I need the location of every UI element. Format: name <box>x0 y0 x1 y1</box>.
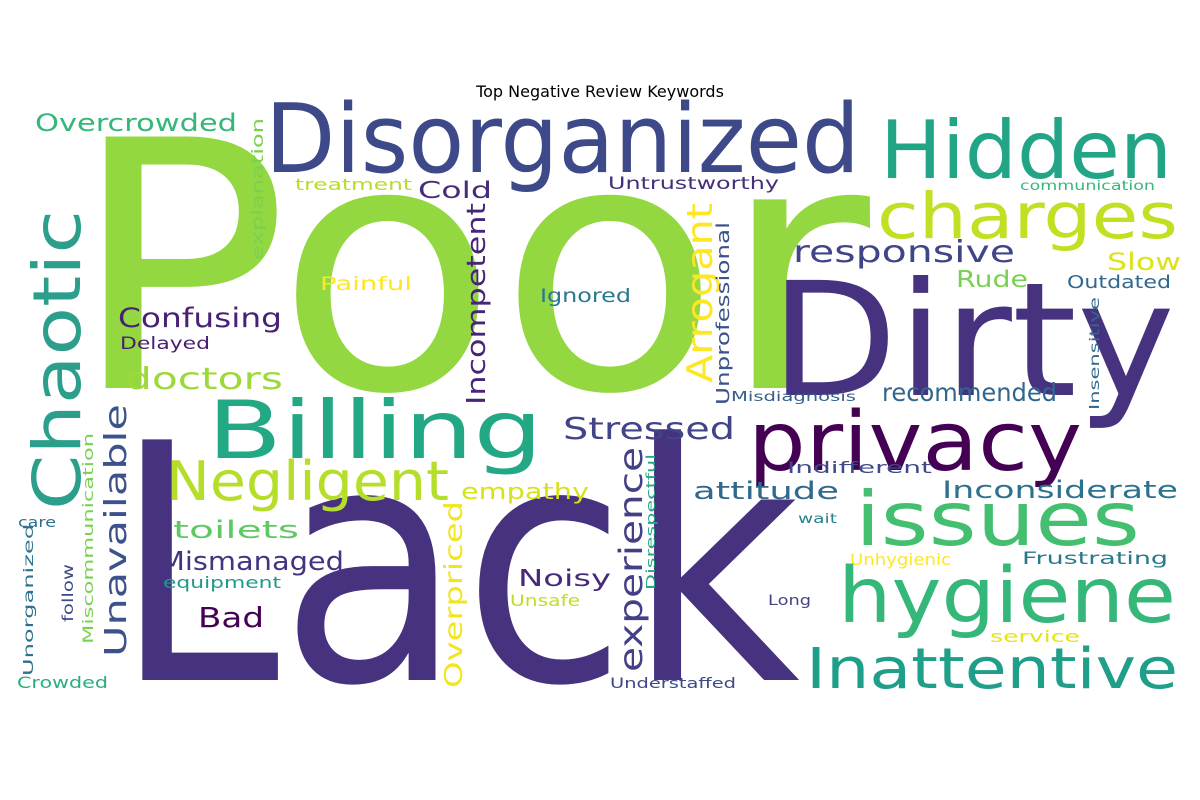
word-incompetent: Incompetent <box>462 203 492 405</box>
word-dirty: Dirty <box>770 249 1175 433</box>
word-indifferent: Indifferent <box>787 458 932 477</box>
word-attitude: attitude <box>693 477 839 505</box>
word-equipment: equipment <box>163 573 281 592</box>
word-painful: Painful <box>320 273 412 295</box>
word-experience: experience <box>612 447 650 672</box>
word-outdated: Outdated <box>1067 272 1171 293</box>
word-billing: Billing <box>207 384 543 477</box>
word-inattentive: Inattentive <box>806 637 1178 702</box>
word-unavailable: Unavailable <box>99 404 134 657</box>
word-noisy: Noisy <box>518 566 611 592</box>
word-stressed: Stressed <box>563 412 735 447</box>
word-unhygienic: Unhygienic <box>850 550 951 569</box>
word-cold: Cold <box>418 178 492 204</box>
word-poor: Poor <box>70 69 874 470</box>
word-mismanaged: Mismanaged <box>160 547 344 577</box>
word-service: service <box>990 627 1080 646</box>
word-overpriced: Overpriced <box>439 501 468 688</box>
word-ignored: Ignored <box>540 285 631 307</box>
word-inconsiderate: Inconsiderate <box>942 476 1178 504</box>
word-slow: Slow <box>1107 248 1181 276</box>
word-hidden: Hidden <box>880 104 1172 197</box>
word-lack: Lack <box>113 374 800 758</box>
chart-title: Top Negative Review Keywords <box>476 82 724 101</box>
word-toilets: toilets <box>173 516 299 544</box>
word-rude: Rude <box>956 267 1028 293</box>
word-chaotic: Chaotic <box>19 210 96 510</box>
word-confusing: Confusing <box>118 303 282 334</box>
word-misdiagnosis: Misdiagnosis <box>731 390 856 405</box>
word-hygiene: hygiene <box>838 552 1176 641</box>
word-understaffed: Understaffed <box>610 676 736 692</box>
word-untrustworthy: Untrustworthy <box>608 174 779 194</box>
word-wait: wait <box>798 512 837 527</box>
word-long: Long <box>768 593 811 609</box>
word-empathy: empathy <box>461 480 589 505</box>
word-disrespectful: Disrespectful <box>644 454 658 590</box>
word-arrogant: Arrogant <box>680 203 721 383</box>
word-crowded: Crowded <box>17 673 108 692</box>
word-responsive: responsive <box>793 235 1015 270</box>
word-disorganized: Disorganized <box>265 85 860 195</box>
word-charges: charges <box>877 180 1178 253</box>
word-frustrating: Frustrating <box>1022 549 1168 569</box>
word-explanation: explanation <box>248 118 267 260</box>
word-overcrowded: Overcrowded <box>35 109 237 137</box>
word-treatment: treatment <box>295 175 412 194</box>
word-insensitive: Insensitive <box>1088 297 1103 410</box>
word-communication: communication <box>1020 179 1155 194</box>
word-unorganized: Unorganized <box>22 524 37 676</box>
word-bad: Bad <box>198 601 264 634</box>
word-privacy: privacy <box>748 395 1082 490</box>
word-unprofessional: Unprofessional <box>713 222 734 405</box>
word-miscommunication: Miscommunication <box>81 433 97 644</box>
word-issues: issues <box>855 475 1140 563</box>
word-follow: follow <box>59 564 77 622</box>
word-doctors: doctors <box>125 362 283 397</box>
word-negligent: Negligent <box>166 450 449 513</box>
word-care: care <box>18 515 56 531</box>
word-recommended: recommended <box>882 378 1057 407</box>
word-delayed: Delayed <box>120 334 210 354</box>
word-unsafe: Unsafe <box>510 591 580 610</box>
